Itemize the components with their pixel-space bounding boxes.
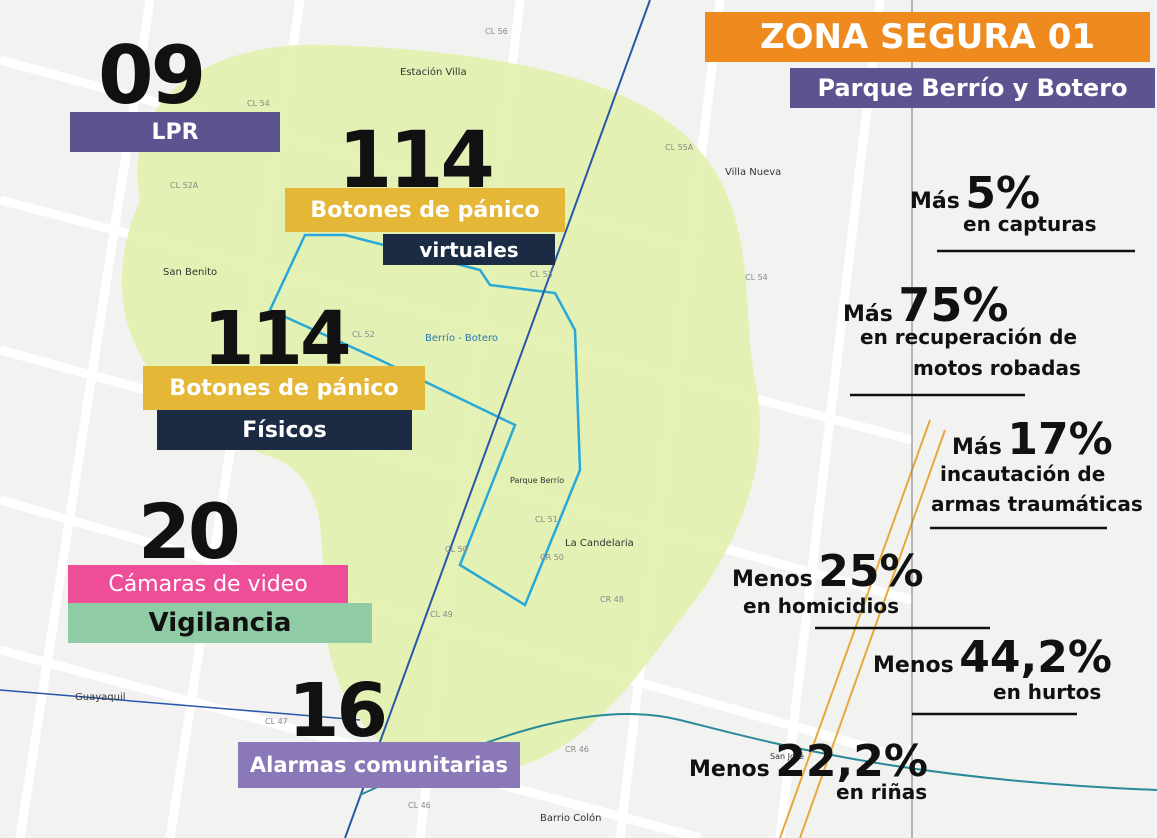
street-label: CL 49 bbox=[430, 610, 453, 619]
count-number: 09 bbox=[98, 29, 206, 122]
stat-separators bbox=[815, 249, 1135, 716]
street-label: CL 51 bbox=[535, 515, 558, 524]
stat-value: 75% bbox=[898, 278, 1009, 332]
street-label: CL 55A bbox=[665, 143, 694, 152]
place-label: San Benito bbox=[163, 267, 217, 278]
count-number: 16 bbox=[288, 668, 388, 754]
stat-prefix: Más bbox=[952, 435, 1002, 460]
rail-line bbox=[799, 429, 946, 838]
street-label: CL 54 bbox=[745, 273, 768, 282]
count-label: Físicos bbox=[157, 410, 412, 450]
street-label: CL 56 bbox=[485, 27, 508, 36]
place-label: Villa Nueva bbox=[725, 167, 781, 178]
stat-headline: Menos 22,2% bbox=[689, 736, 928, 787]
stat-headline: Más 5% bbox=[910, 168, 1040, 219]
subtitle: Parque Berrío y Botero bbox=[790, 68, 1155, 108]
street-label: CL 52A bbox=[170, 181, 199, 190]
stat-headline: Más 75% bbox=[843, 278, 1009, 332]
stat-text: armas traumáticas bbox=[931, 492, 1143, 516]
street-label: CL 47 bbox=[265, 717, 288, 726]
place-label: Berrío - Botero bbox=[425, 332, 498, 344]
place-label: Guayaquil bbox=[75, 692, 126, 703]
stat-text: en capturas bbox=[963, 212, 1097, 236]
place-label: La Candelaria bbox=[565, 538, 634, 549]
street-label: CR 46 bbox=[565, 745, 589, 754]
stat-value: 25% bbox=[818, 546, 924, 597]
street-label: CL 52 bbox=[352, 330, 375, 339]
street-label: CR 50 bbox=[540, 553, 564, 562]
stat-text: en hurtos bbox=[993, 680, 1102, 704]
stat-text: incautación de bbox=[940, 462, 1106, 486]
zone-boundary bbox=[268, 233, 582, 607]
stat-headline: Menos 44,2% bbox=[873, 632, 1112, 683]
count-label: virtuales bbox=[383, 234, 555, 265]
count-number: 114 bbox=[338, 116, 495, 206]
stat-prefix: Menos bbox=[873, 653, 954, 678]
stat-prefix: Más bbox=[910, 189, 960, 214]
stat-headline: Más 17% bbox=[952, 414, 1113, 465]
stat-headline: Menos 25% bbox=[732, 546, 924, 597]
place-label: Barrio Colón bbox=[540, 812, 601, 824]
stat-text: en homicidios bbox=[743, 594, 899, 618]
metro-line bbox=[344, 0, 651, 838]
place-label: San José bbox=[770, 751, 804, 761]
count-label: Cámaras de video bbox=[68, 565, 348, 603]
count-label: Alarmas comunitarias bbox=[238, 742, 520, 788]
stat-prefix: Menos bbox=[689, 757, 770, 782]
safe-zone bbox=[121, 44, 760, 776]
stat-prefix: Menos bbox=[732, 567, 813, 592]
tram-line bbox=[359, 712, 1157, 796]
metro-line bbox=[0, 689, 361, 721]
map-labels: Estación Villa Villa Nueva San Benito Be… bbox=[75, 66, 804, 824]
count-number: 114 bbox=[203, 296, 351, 382]
count-label: Botones de pánico bbox=[285, 188, 565, 232]
stat-value: 5% bbox=[965, 168, 1041, 219]
stat-prefix: Más bbox=[843, 302, 893, 327]
street-label: CL 46 bbox=[408, 801, 431, 810]
count-label: LPR bbox=[70, 112, 280, 152]
title: ZONA SEGURA 01 bbox=[705, 12, 1150, 62]
street-label: CR 48 bbox=[600, 595, 624, 604]
street-labels: CL 56 CL 54 CL 52A CL 53 CL 52 CL 51 CL … bbox=[170, 27, 768, 810]
stat-value: 22,2% bbox=[775, 736, 928, 787]
place-label: Parque Berrío bbox=[510, 476, 564, 485]
street-label: CL 54 bbox=[247, 99, 270, 108]
street bbox=[775, 0, 885, 838]
stat-text: motos robadas bbox=[913, 356, 1081, 380]
street-label: CL 50 bbox=[445, 545, 468, 554]
stat-text: en recuperación de bbox=[860, 325, 1078, 349]
count-number: 20 bbox=[138, 487, 241, 576]
stat-text: en riñas bbox=[836, 780, 928, 804]
count-label: Vigilancia bbox=[68, 603, 372, 643]
count-label: Botones de pánico bbox=[143, 366, 425, 410]
street-label: CL 53 bbox=[530, 270, 553, 279]
stat-value: 17% bbox=[1007, 414, 1113, 465]
place-label: Estación Villa bbox=[400, 66, 467, 78]
stat-value: 44,2% bbox=[959, 632, 1112, 683]
